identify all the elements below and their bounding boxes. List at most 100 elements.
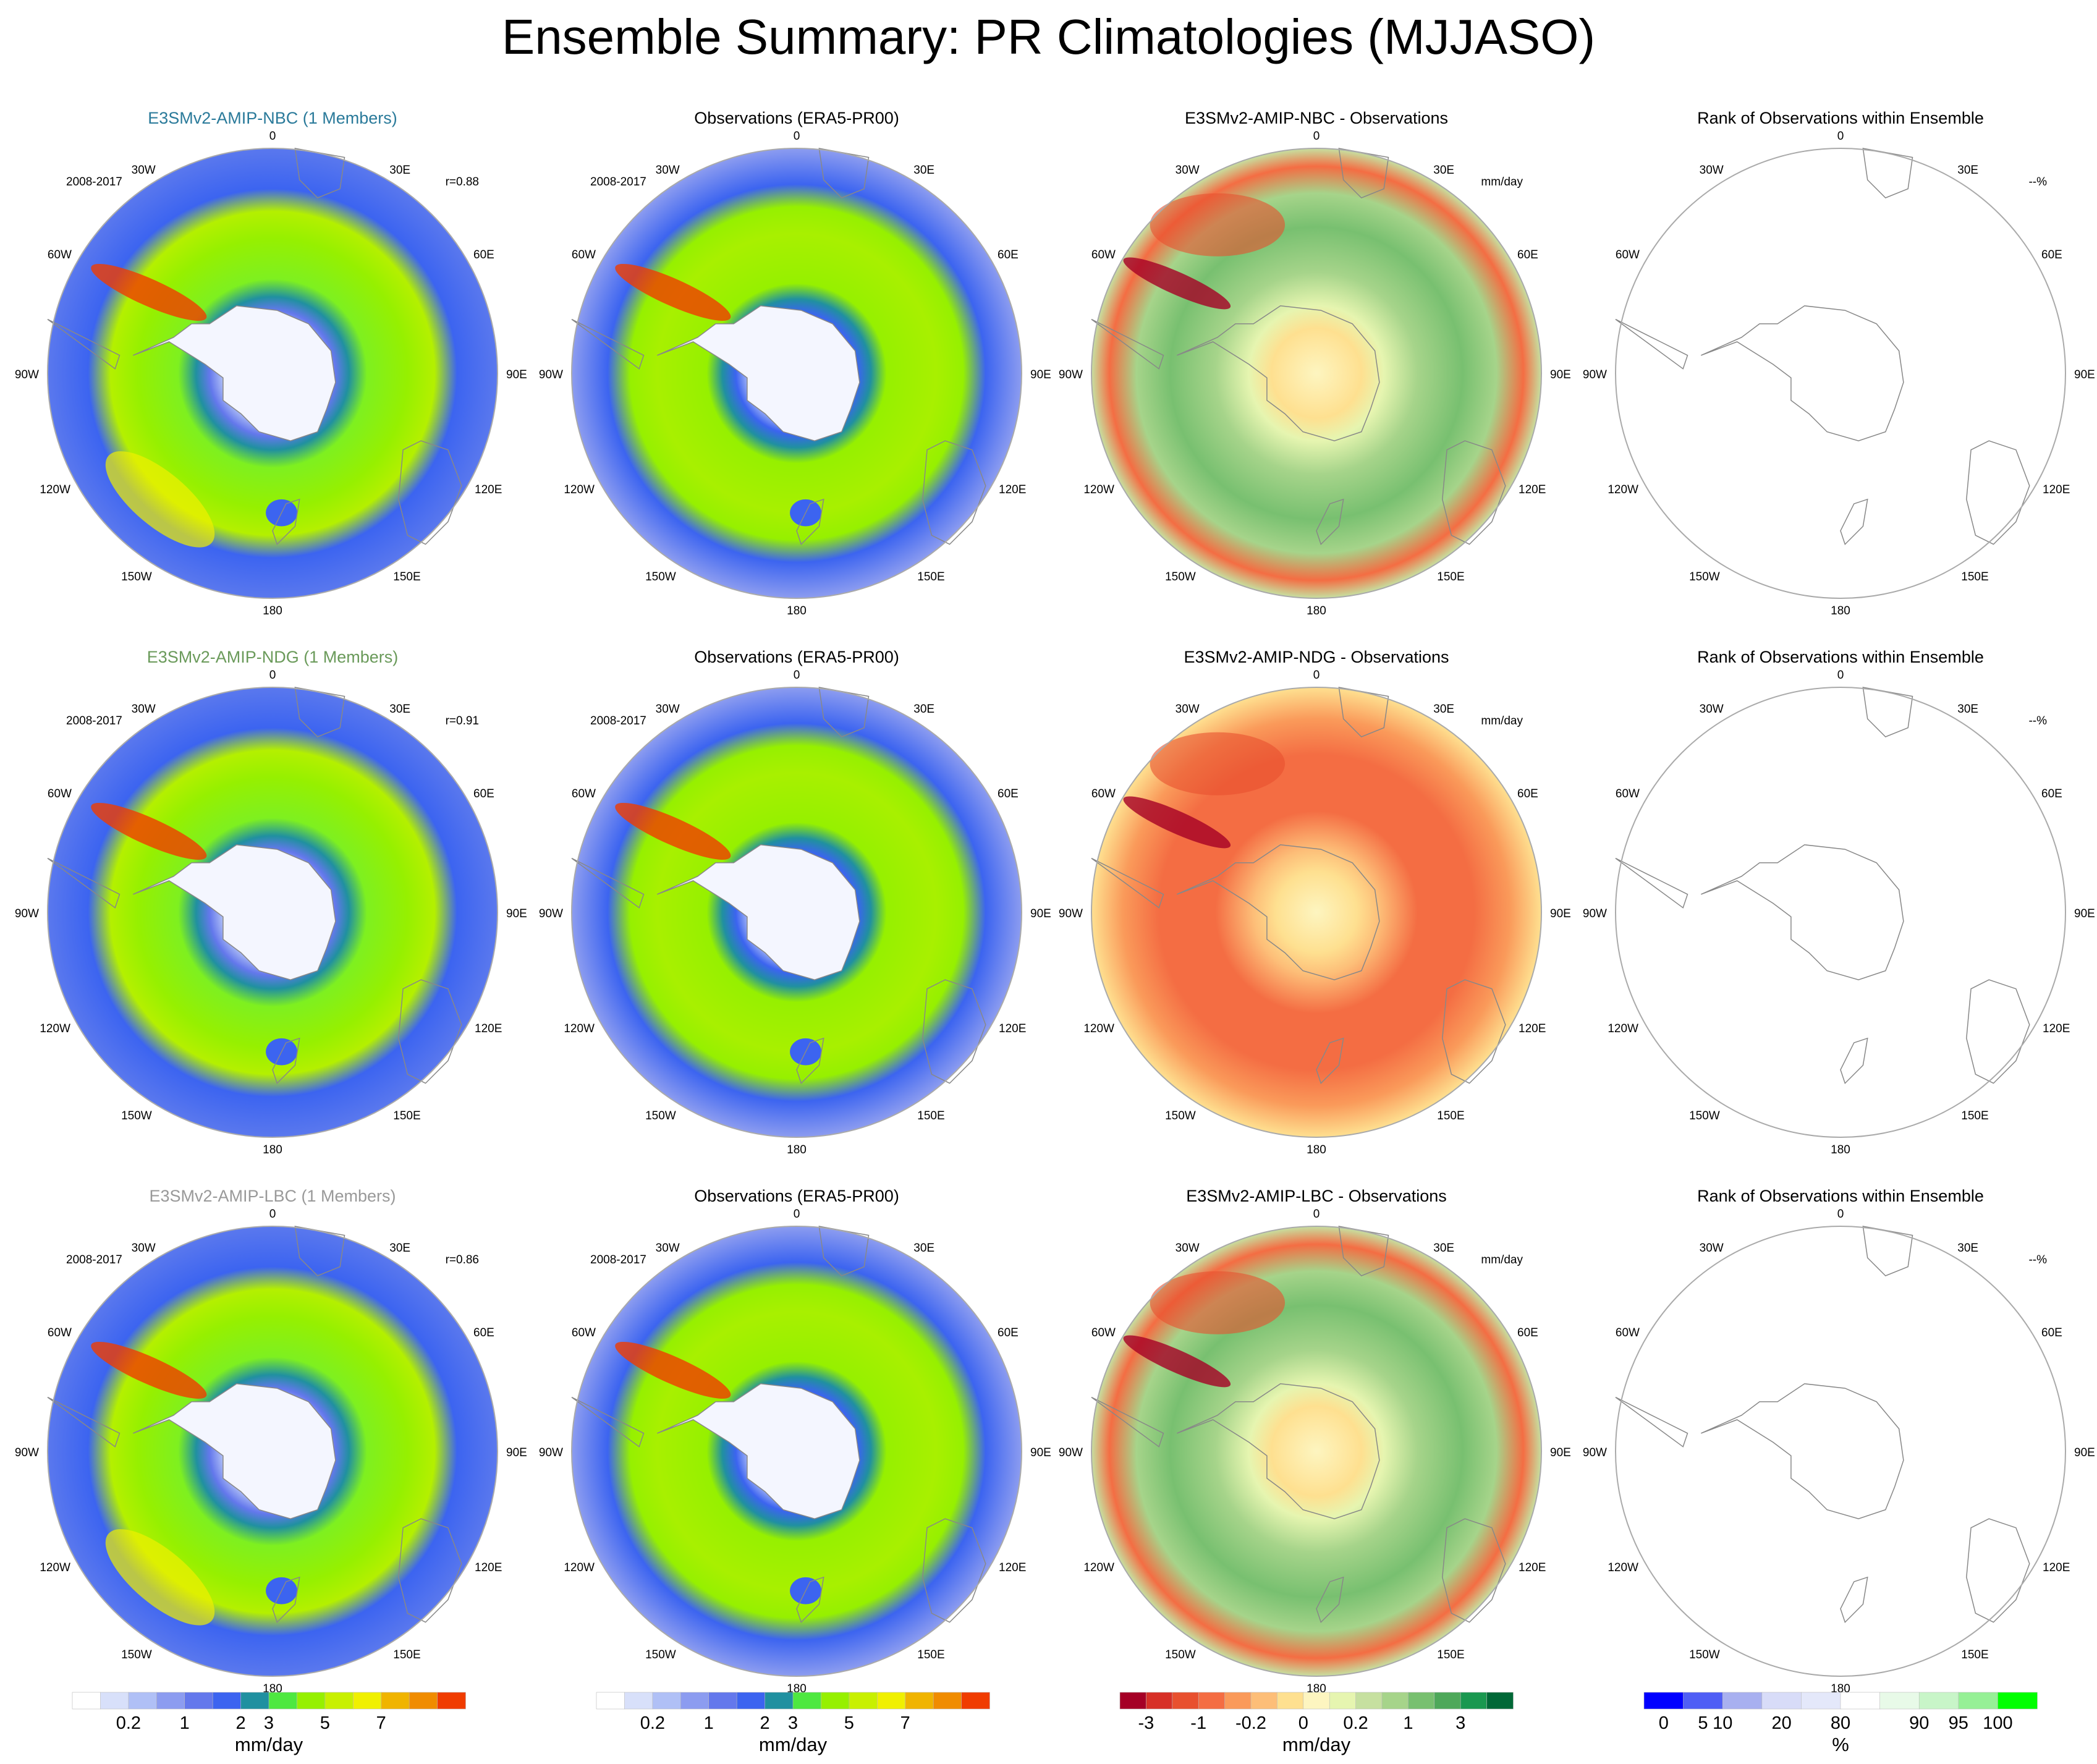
- australia-coast: [1442, 440, 1506, 545]
- figure-title: Ensemble Summary: PR Climatologies (MJJA…: [501, 9, 1596, 64]
- lon-label: 90W: [539, 368, 563, 381]
- panel-title: E3SMv2-AMIP-LBC (1 Members): [149, 1187, 396, 1205]
- lon-label: 150W: [121, 1648, 152, 1661]
- antarctica-outline: [656, 305, 860, 441]
- panel-title: E3SMv2-AMIP-NDG - Observations: [1184, 648, 1449, 666]
- lon-label: 0: [269, 1208, 276, 1221]
- south-america-coast: [47, 857, 121, 909]
- colorbar-swatch: [1918, 1692, 1959, 1710]
- lon-label: 120W: [564, 1022, 595, 1035]
- south-america-coast: [571, 1396, 645, 1448]
- colorbar-tick-label: 5: [844, 1713, 854, 1733]
- lon-label: 120W: [564, 483, 595, 496]
- lon-label: 120E: [2043, 1561, 2070, 1574]
- new-zealand-coast: [796, 1037, 824, 1084]
- lon-label: 0: [1837, 1208, 1844, 1221]
- new-zealand-coast: [1316, 1037, 1344, 1084]
- south-america-coast: [1615, 1396, 1688, 1448]
- period-label: 2008-2017: [66, 176, 122, 189]
- panel-rank-r1: Rank of Observations within Ensemble 0 30E…: [1583, 109, 2095, 617]
- rain-maximum-band: [91, 1341, 207, 1399]
- south-america-coast: [571, 318, 645, 370]
- lon-label: 90E: [2074, 907, 2095, 920]
- south-america-coast: [1091, 1396, 1164, 1448]
- south-america-coast: [1091, 857, 1164, 909]
- map-border: [47, 148, 498, 599]
- panel-title: Observations (ERA5-PR00): [694, 648, 899, 666]
- lon-label: 30E: [389, 703, 410, 716]
- lon-label: 60W: [48, 1326, 72, 1339]
- panels-layer: E3SMv2-AMIP-NBC (1 Members) 0 30E 60E 90E 120…: [15, 109, 2095, 1695]
- south-america-coast: [1091, 318, 1164, 370]
- colorbar-tick-label: 100: [1983, 1713, 2012, 1733]
- map-border: [1615, 148, 2066, 599]
- panel-title: E3SMv2-AMIP-NBC (1 Members): [148, 109, 397, 127]
- lon-label: 90E: [1030, 907, 1051, 920]
- south-america-coast: [47, 318, 121, 370]
- africa-coast: [1338, 1226, 1389, 1276]
- corner-label: mm/day: [1481, 1253, 1523, 1266]
- lon-label: 180: [263, 1143, 282, 1156]
- corner-label: mm/day: [1481, 176, 1523, 189]
- lon-label: 30W: [132, 1242, 156, 1255]
- colorbar-swatch: [736, 1692, 766, 1710]
- colorbar-swatch: [680, 1692, 710, 1710]
- australia-coast: [1966, 979, 2030, 1084]
- lon-label: 60W: [48, 248, 72, 261]
- map-border: [47, 687, 498, 1138]
- colorbar-swatch: [184, 1692, 213, 1710]
- lon-label: 90E: [506, 1446, 527, 1459]
- panel-model-r1: E3SMv2-AMIP-NBC (1 Members) 0 30E 60E 90E 120…: [15, 109, 527, 617]
- colorbar-swatch: [1250, 1692, 1278, 1710]
- lon-label: 60W: [572, 248, 596, 261]
- colorbar-swatch: [1408, 1692, 1435, 1710]
- lon-label: 120E: [1519, 1561, 1546, 1574]
- high-precip-patch: [105, 451, 215, 548]
- lon-label: 180: [1831, 1143, 1850, 1156]
- panel-title: Observations (ERA5-PR00): [694, 1187, 899, 1205]
- colorbar-swatch: [1997, 1692, 2038, 1710]
- lon-label: 180: [1307, 604, 1326, 617]
- colorbar-swatch: [1355, 1692, 1383, 1710]
- rain-maximum-band: [615, 802, 731, 860]
- lon-label: 90E: [1030, 1446, 1051, 1459]
- panel-rank-r2: Rank of Observations within Ensemble 0 30E…: [1583, 648, 2095, 1156]
- antarctica-outline: [132, 1383, 336, 1519]
- period-label: 2008-2017: [66, 1253, 122, 1266]
- colorbar-swatch: [1840, 1692, 1881, 1710]
- lon-label: 30W: [1700, 703, 1724, 716]
- lon-label: 150E: [393, 570, 420, 583]
- lon-label: 120W: [1608, 1561, 1638, 1574]
- lon-label: 120E: [999, 1022, 1026, 1035]
- colorbar-swatch: [1224, 1692, 1252, 1710]
- australia-coast: [398, 1518, 462, 1623]
- panel-obs-r2: Observations (ERA5-PR00) 0 30E 60E 90E 120E 15…: [539, 648, 1051, 1156]
- colorbar-swatch: [268, 1692, 298, 1710]
- colorbar-swatch: [1381, 1692, 1409, 1710]
- colorbar-swatch: [765, 1692, 794, 1710]
- colorbar-swatch: [1958, 1692, 1999, 1710]
- lon-label: 120W: [1083, 1561, 1114, 1574]
- high-precip-patch: [105, 1529, 215, 1626]
- lon-label: 90W: [1059, 368, 1083, 381]
- map-border: [1615, 687, 2066, 1138]
- lon-label: 60E: [473, 248, 494, 261]
- lon-label: 90E: [506, 907, 527, 920]
- map-border: [47, 1226, 498, 1677]
- period-label: 2008-2017: [590, 715, 646, 727]
- lon-label: 150W: [121, 570, 152, 583]
- new-zealand-coast: [272, 498, 300, 545]
- lon-label: 150W: [1689, 570, 1720, 583]
- new-zealand-coast: [272, 1037, 300, 1084]
- lon-label: 30W: [656, 164, 680, 177]
- colorbar-model: 0.2 1 2 3 5 7 mm/day: [72, 1692, 466, 1755]
- lon-label: 30E: [1433, 164, 1454, 177]
- lon-label: 0: [269, 669, 276, 682]
- australia-coast: [1442, 979, 1506, 1084]
- lon-label: 90E: [1030, 368, 1051, 381]
- colorbar-tick-label: 5: [320, 1713, 330, 1733]
- antarctica-outline: [1176, 844, 1380, 980]
- lon-label: 30E: [1957, 1242, 1978, 1255]
- colorbar-tick-label: 2: [760, 1713, 770, 1733]
- map-disk: [1616, 1226, 2065, 1676]
